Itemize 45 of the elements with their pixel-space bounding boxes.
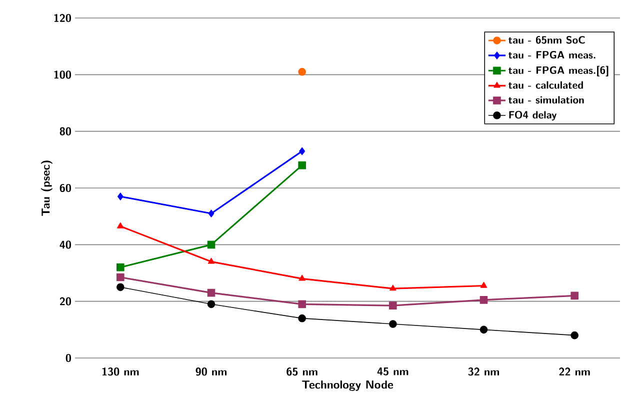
point (207, 300, 216, 308)
y-axis-title: Tau (psec) (40, 160, 52, 216)
point (390, 284, 396, 291)
point (298, 314, 306, 322)
point (298, 161, 306, 170)
x-tick-label: 45 nm (377, 368, 408, 376)
point (116, 273, 124, 282)
y-tick-label: 0 (66, 354, 71, 362)
point (389, 302, 397, 310)
point (389, 320, 397, 328)
y-tick-label: 40 (60, 240, 71, 249)
point (117, 222, 124, 228)
point (116, 263, 124, 272)
x-axis-title: Technology Node (302, 380, 394, 391)
point (117, 192, 124, 200)
x-tick-label: 22 nm (559, 368, 590, 376)
legend-label: tau - FPGA meas.[6] (508, 66, 608, 76)
point (570, 331, 578, 340)
point (480, 296, 488, 304)
legend-label: tau - calculated (508, 81, 583, 89)
point (208, 210, 214, 218)
y-tick-label: 20 (60, 297, 71, 306)
legend-label: tau - simulation (508, 96, 584, 104)
point (480, 326, 488, 334)
x-tick-label: 130 nm (102, 368, 139, 376)
legend-label: FO4 delay (509, 110, 556, 121)
point (299, 147, 306, 156)
y-tick-label: 100 (54, 70, 71, 79)
point (208, 258, 215, 264)
point (570, 292, 578, 300)
y-tick-label: 80 (60, 127, 71, 136)
x-tick-label: 32 nm (468, 368, 499, 376)
point (298, 68, 306, 76)
legend-label: tau - 65nm SoC (508, 36, 585, 44)
y-tick-label: 120 (54, 14, 71, 22)
legend-label: tau - FPGA meas. (508, 51, 596, 59)
point (207, 240, 216, 249)
point (298, 300, 306, 308)
point (207, 288, 216, 297)
point (116, 283, 124, 292)
y-tick-label: 60 (60, 184, 71, 192)
point (480, 282, 488, 288)
point (298, 274, 306, 281)
x-tick-label: 90 nm (196, 368, 226, 376)
x-tick-label: 65 nm (286, 368, 318, 376)
